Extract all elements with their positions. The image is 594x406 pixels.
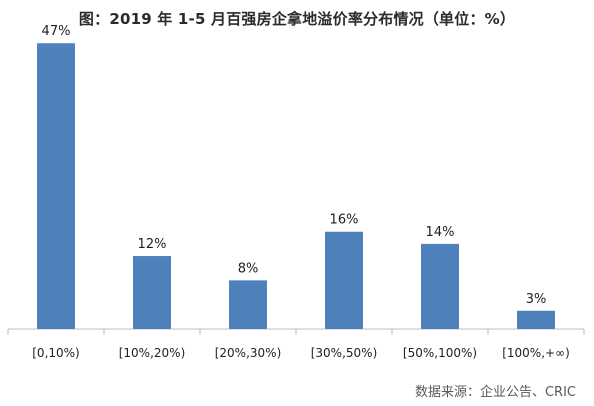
category-label: [50%,100%) bbox=[403, 346, 477, 360]
data-label: 14% bbox=[426, 225, 455, 240]
category-label: [10%,20%) bbox=[119, 346, 186, 360]
bar bbox=[517, 310, 555, 329]
chart-title: 图：2019 年 1-5 月百强房企拿地溢价率分布情况（单位：%） bbox=[78, 10, 516, 28]
category-label: [100%,+∞) bbox=[502, 346, 570, 360]
data-label: 47% bbox=[42, 24, 71, 39]
source-note: 数据来源：企业公告、CRIC bbox=[414, 385, 576, 400]
data-label: 3% bbox=[526, 292, 547, 307]
category-label: [30%,50%) bbox=[311, 346, 378, 360]
bar bbox=[325, 231, 363, 329]
data-label: 8% bbox=[238, 261, 259, 276]
data-label: 12% bbox=[138, 237, 167, 252]
bar bbox=[421, 243, 459, 329]
bar bbox=[37, 43, 75, 330]
data-label: 16% bbox=[330, 213, 359, 228]
category-label: [0,10%) bbox=[32, 346, 79, 360]
category-label: [20%,30%) bbox=[215, 346, 282, 360]
bar bbox=[229, 280, 267, 329]
bar bbox=[133, 256, 171, 329]
